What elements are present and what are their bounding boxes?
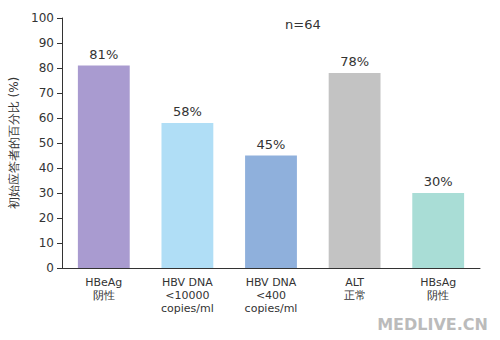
svg-text:58%: 58% xyxy=(173,104,202,119)
svg-text:copies/ml: copies/ml xyxy=(245,302,298,315)
svg-text:正常: 正常 xyxy=(344,289,366,302)
svg-text:copies/ml: copies/ml xyxy=(161,302,214,315)
svg-text:45%: 45% xyxy=(257,137,286,152)
svg-text:60: 60 xyxy=(39,111,54,125)
svg-text:初始应答者的百分比 (%): 初始应答者的百分比 (%) xyxy=(7,77,21,210)
svg-text:HBV DNA: HBV DNA xyxy=(246,276,297,289)
svg-text:阴性: 阴性 xyxy=(93,289,115,302)
svg-text:ALT: ALT xyxy=(345,276,364,289)
svg-text:100: 100 xyxy=(31,11,54,25)
svg-text:0: 0 xyxy=(46,261,54,275)
svg-text:HBV DNA: HBV DNA xyxy=(162,276,213,289)
svg-text:10: 10 xyxy=(39,236,54,250)
svg-text:81%: 81% xyxy=(89,47,118,62)
svg-text:<10000: <10000 xyxy=(165,289,209,302)
svg-text:78%: 78% xyxy=(340,54,369,69)
svg-text:70: 70 xyxy=(39,86,54,100)
svg-text:HBeAg: HBeAg xyxy=(85,276,122,289)
svg-text:30: 30 xyxy=(39,186,54,200)
svg-text:MEDLIVE.CN: MEDLIVE.CN xyxy=(377,315,488,334)
svg-text:80: 80 xyxy=(39,61,54,75)
svg-text:30%: 30% xyxy=(424,174,453,189)
svg-text:40: 40 xyxy=(39,161,54,175)
svg-text:<400: <400 xyxy=(256,289,286,302)
svg-text:阴性: 阴性 xyxy=(427,289,449,302)
svg-text:20: 20 xyxy=(39,211,54,225)
svg-text:n=64: n=64 xyxy=(285,17,321,32)
svg-text:90: 90 xyxy=(39,36,54,50)
svg-text:HBsAg: HBsAg xyxy=(420,276,456,289)
svg-text:50: 50 xyxy=(39,136,54,150)
